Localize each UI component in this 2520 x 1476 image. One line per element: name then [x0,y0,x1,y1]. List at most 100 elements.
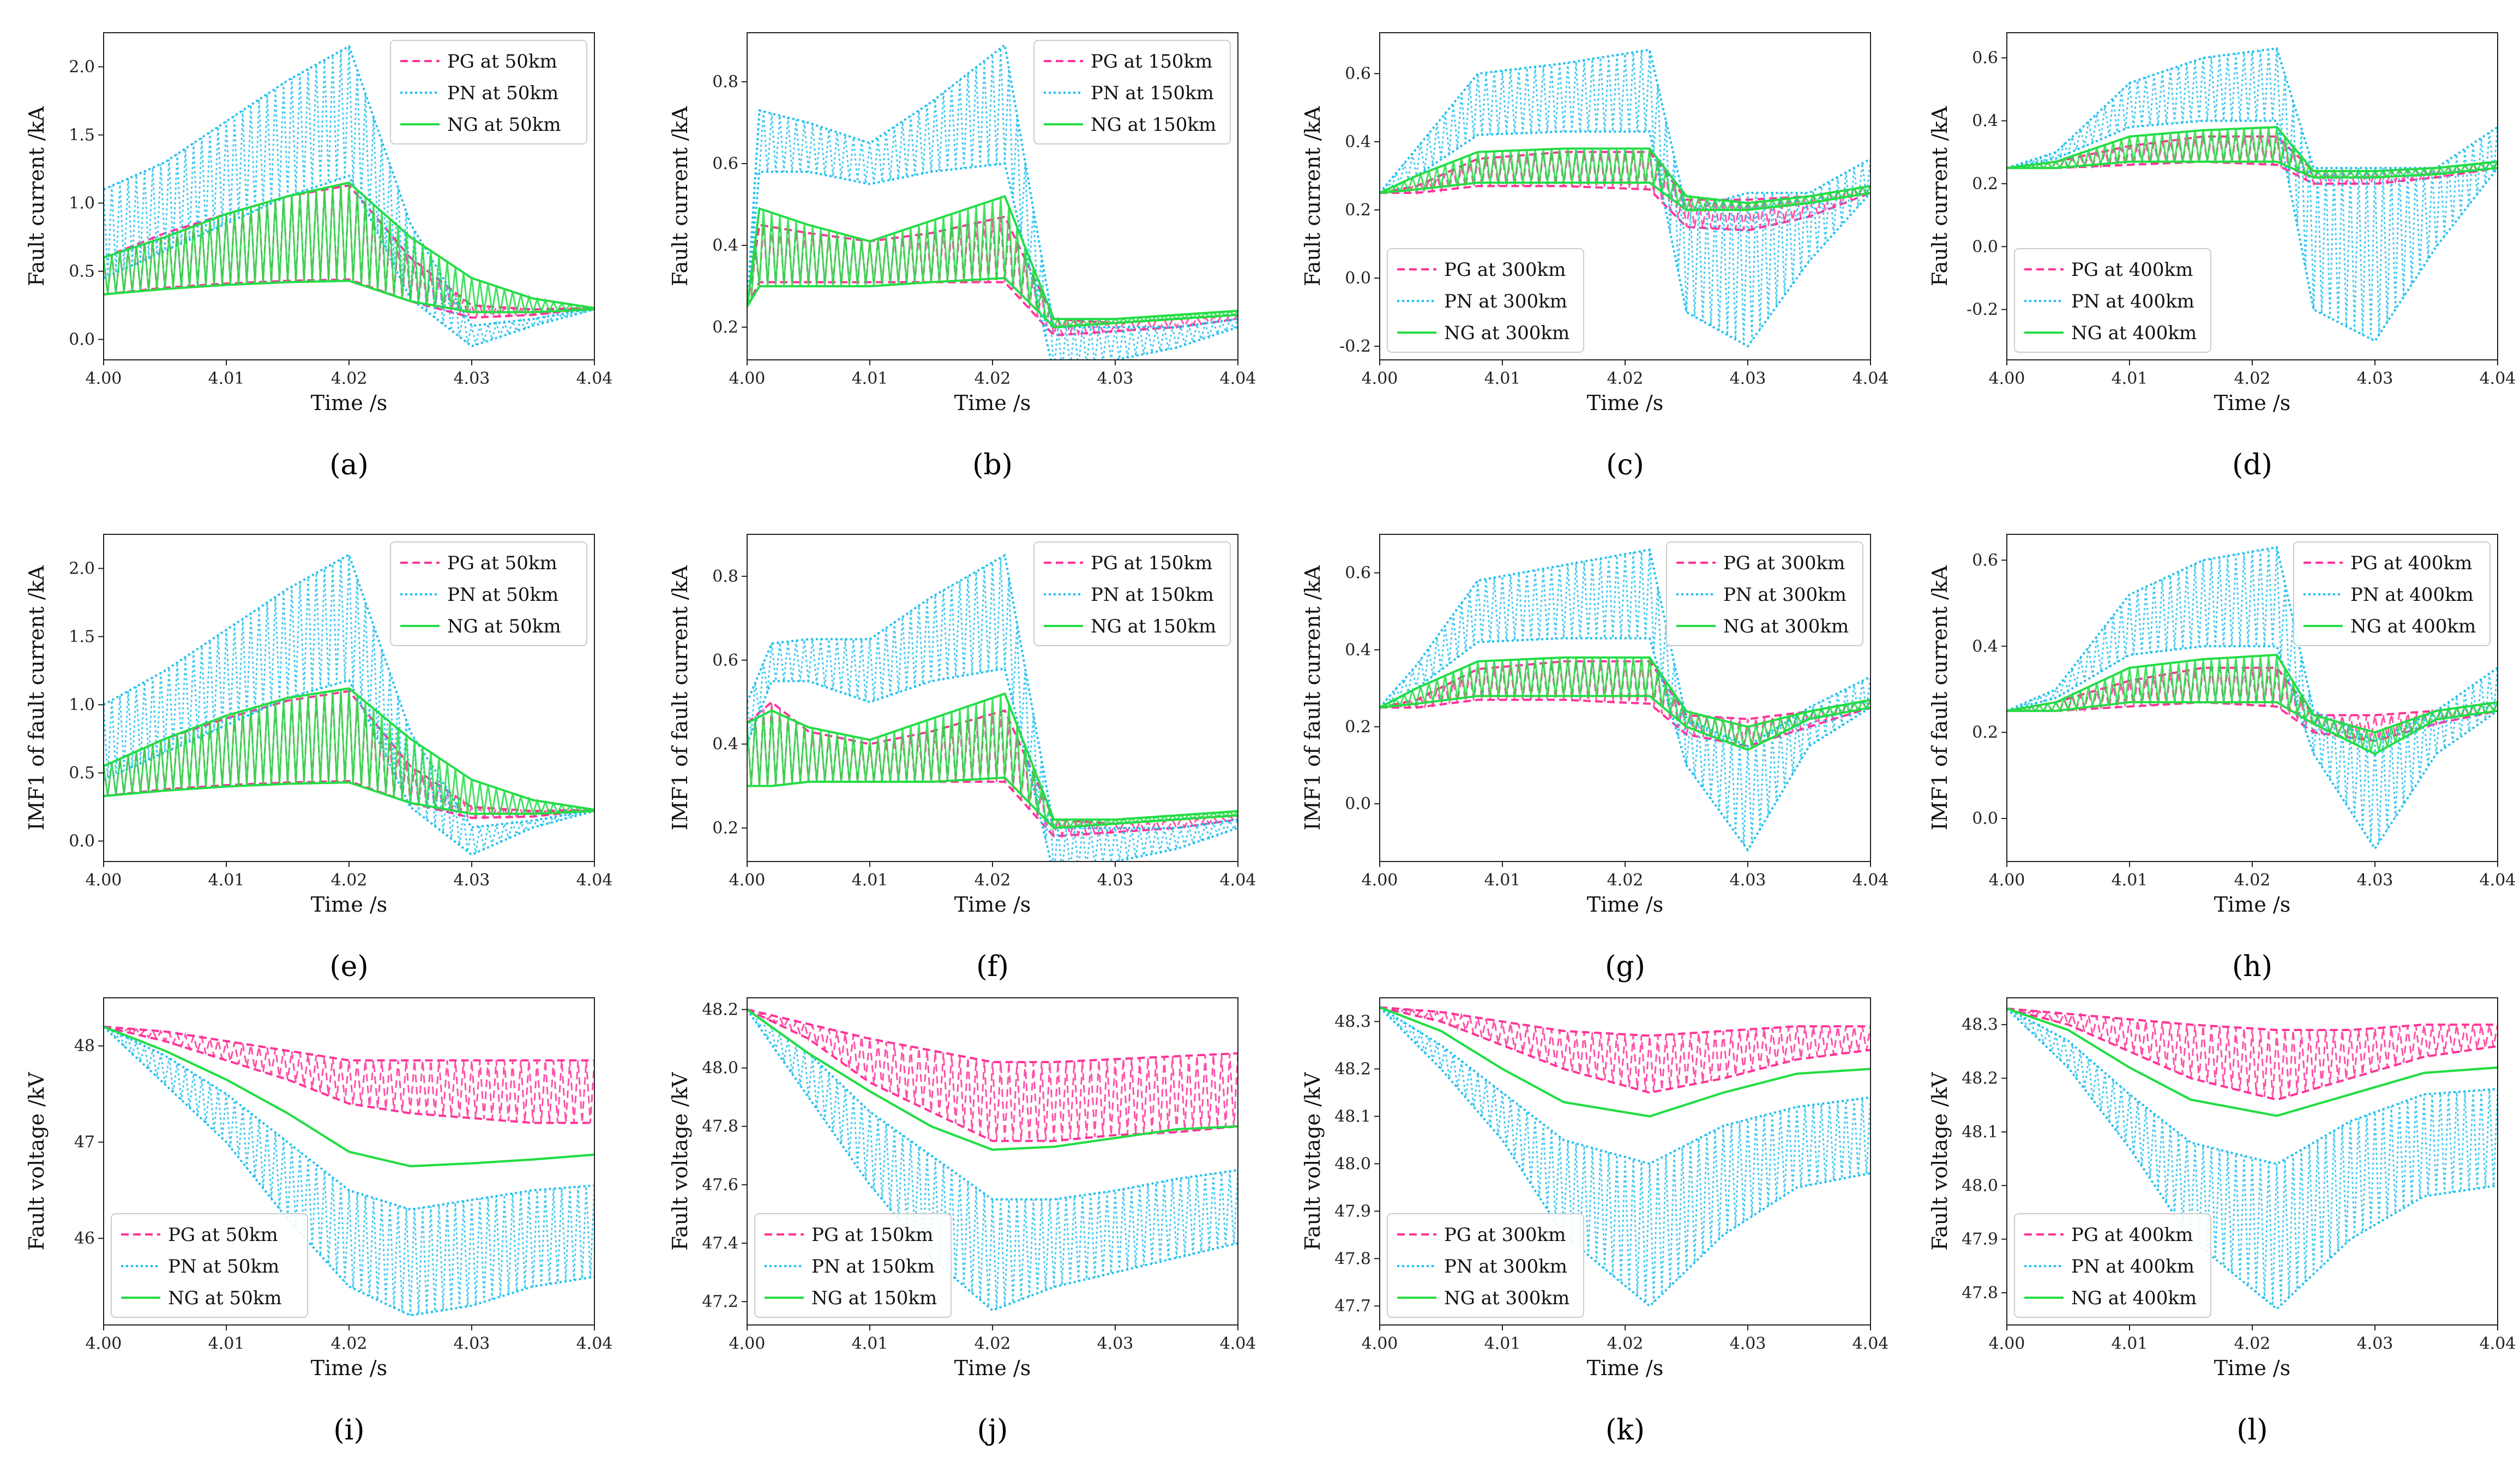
x-tick-label: 4.04 [2480,1334,2516,1353]
series-envelope-high [1380,656,1871,728]
y-axis-label: IMF1 of fault current /kA [25,565,49,830]
series-envelope-low [1380,1006,1871,1118]
legend-entry: PG at 400km [2071,1224,2193,1246]
series-envelope-high [747,215,1238,324]
series-envelope-high [2007,1007,2498,1166]
x-axis-label: Time /s [2214,391,2290,415]
y-tick-label: 48.1 [1962,1123,1998,1142]
y-tick-label: 47.2 [702,1292,738,1311]
y-tick-label: -0.2 [1339,337,1371,356]
legend-entry: PN at 400km [2071,1256,2194,1278]
series-pn [104,45,594,348]
y-tick-label: 0.4 [1345,132,1371,152]
series-ng [1380,656,1871,751]
x-tick-label: 4.01 [1484,1334,1521,1353]
x-axis-label: Time /s [954,1356,1031,1380]
x-tick-label: 4.00 [86,1334,122,1353]
series-envelope-low [1380,637,1871,852]
y-tick-label: 48.2 [702,1000,738,1019]
chart-b: 4.00 4.01 4.02 4.03 4.04 0.2 0.4 0.6 0.8 Time /s F… [668,32,1256,481]
series-envelope-low [104,278,594,319]
y-tick-label: 48.1 [1334,1107,1371,1126]
legend: PG at 50km PN at 50km NG at 50km [111,1213,308,1318]
legend-entry: PG at 50km [447,552,557,574]
y-tick-label: 48 [74,1037,95,1056]
x-tick-label: 4.02 [331,369,368,388]
y-tick-label: 0.4 [712,236,738,255]
panel-label: (b) [972,449,1013,481]
x-axis-label: Time /s [1587,893,1663,917]
chart-a: 4.00 4.01 4.02 4.03 4.04 0.0 0.5 1.0 1.5 2.0 Time … [25,32,613,481]
y-tick-label: 0.0 [1972,237,1998,256]
x-tick-label: 4.03 [1097,369,1134,388]
x-tick-label: 4.00 [1362,871,1398,890]
legend: PG at 150km PN at 150km NG at 150km [1033,40,1231,144]
x-tick-label: 4.01 [1484,871,1521,890]
x-tick-label: 4.02 [1607,1334,1644,1353]
chart-d: 4.00 4.01 4.02 4.03 4.04 -0.2 0.0 0.2 0.4 0.6 Time… [1928,32,2516,481]
legend-entry: PN at 300km [1723,584,1847,606]
chart-k: 4.00 4.01 4.02 4.03 4.04 47.7 47.8 47.9 48.0 48.1… [1301,997,1889,1447]
series-pg [104,1025,594,1124]
y-tick-label: 0.6 [712,154,738,173]
plot-data [104,1025,594,1317]
panel-label: (e) [329,950,368,983]
x-tick-label: 4.02 [331,871,368,890]
plot-data [2007,546,2498,851]
x-tick-label: 4.03 [454,871,490,890]
x-tick-label: 4.00 [729,871,766,890]
x-tick-label: 4.00 [86,369,122,388]
legend-entry: NG at 50km [447,616,561,637]
series-envelope-low [1380,185,1871,232]
y-tick-label: 48.3 [1334,1012,1371,1031]
x-axis-label: Time /s [311,1356,387,1380]
y-tick-label: 0.5 [69,764,95,783]
legend-entry: PN at 400km [2350,584,2474,606]
series-ng [104,1026,594,1167]
plot-data [2007,47,2498,342]
series-pn [2007,1007,2498,1311]
x-tick-label: 4.00 [1362,1334,1398,1353]
series-pn [747,553,1238,861]
series-pg [1380,1006,1871,1094]
series-envelope-low [747,162,1238,360]
legend-box [2014,248,2211,353]
panel-label: (c) [1606,449,1644,481]
y-tick-label: 0.0 [1345,269,1371,288]
x-tick-label: 4.02 [2234,871,2271,890]
y-tick-label: 47.6 [702,1176,738,1195]
x-tick-label: 4.04 [1220,1334,1256,1353]
series-ng [747,692,1238,831]
x-axis-label: Time /s [954,391,1031,415]
chart-g: 4.00 4.01 4.02 4.03 4.04 0.0 0.2 0.4 0.6 Time /s I… [1301,534,1889,983]
y-axis-label: IMF1 of fault current /kA [668,565,692,830]
x-tick-label: 4.03 [2357,369,2393,388]
x-tick-label: 4.00 [1989,1334,2025,1353]
legend-entry: PN at 400km [2071,291,2194,312]
series-envelope-low [2007,645,2498,851]
y-tick-label: 0.2 [1972,723,1998,742]
x-tick-label: 4.04 [576,369,613,388]
series-pn [2007,546,2498,851]
legend: PG at 400km PN at 400km NG at 400km [2293,541,2491,646]
x-tick-label: 4.01 [852,871,888,890]
series-envelope-low [104,279,594,314]
plot-data [747,1008,1238,1312]
x-tick-label: 4.00 [729,1334,766,1353]
legend: PG at 150km PN at 150km NG at 150km [754,1213,952,1318]
x-axis-label: Time /s [311,391,387,415]
series-envelope-low [747,776,1238,829]
series-envelope-low [1380,182,1871,211]
legend-box [2014,1213,2211,1318]
legend-entry: NG at 300km [1723,616,1849,637]
y-tick-label: 47.7 [1334,1297,1371,1316]
plot-data [1380,548,1871,852]
series-trace [747,48,1238,360]
legend-entry: PN at 150km [1091,82,1214,104]
series-envelope-low [2007,119,2498,342]
y-axis-label: Fault voltage /kV [1928,1072,1952,1251]
series-pn [747,43,1238,360]
panel-label: (j) [977,1414,1008,1447]
y-tick-label: 0.2 [1345,718,1371,737]
